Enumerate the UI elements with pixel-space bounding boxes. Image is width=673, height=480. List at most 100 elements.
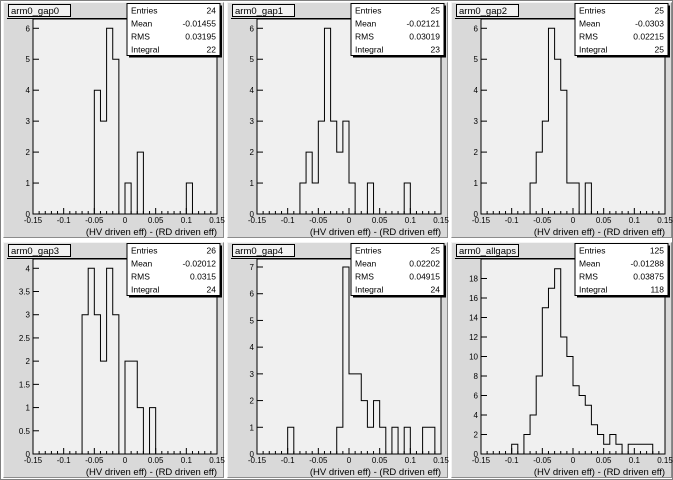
x-tick-label: -0.05 [85,456,104,465]
stats-integral-label: Integral [355,45,383,55]
x-tick-label: 0 [571,456,576,465]
x-tick-label: 0 [123,456,128,465]
x-tick-label: 0.15 [433,456,449,465]
histogram-outline [529,27,592,214]
stats-entries-label: Entries [355,6,381,16]
y-tick-label: 0 [250,210,255,219]
x-tick-label: 0.1 [405,456,417,465]
y-tick-label: 2.5 [19,334,31,343]
stats-rms-label: RMS [131,32,150,42]
histogram-title: arm0_gap4 [235,246,283,257]
y-tick-label: 6 [474,392,479,401]
stats-rms-value: 0.02215 [633,32,664,42]
y-tick-label: 6 [250,290,255,299]
histogram-outline [287,266,436,454]
x-tick-label: 0.15 [433,216,449,225]
y-tick-label: 0.5 [19,427,31,436]
panel-bevel-dark [451,242,672,478]
stats-box [126,243,221,296]
stats-integral-label: Integral [131,285,159,295]
x-tick-label: -0.05 [533,216,552,225]
y-tick-label: 14 [469,314,478,323]
x-tick-label: -0.1 [57,456,71,465]
histogram-panel: -0.15 -0.1 -0.05 0 0.05 0.1 0.15 0 2 4 6 8 10 12 14 16 1… [451,242,673,478]
x-axis-title: (HV driven eff) - (RD driven eff) [534,227,665,238]
x-tick-label: 0.15 [209,216,225,225]
y-tick-label: 6 [250,24,255,33]
x-tick-label: 0.1 [181,456,193,465]
x-tick-label: -0.1 [281,456,295,465]
title-box [8,244,71,257]
panel-bevel-light [3,242,224,478]
stats-integral-value: 24 [431,285,441,295]
x-tick-label: -0.05 [309,216,328,225]
stats-entries-value: 24 [207,6,217,16]
x-axis-title: (HV driven eff) - (RD driven eff) [310,467,441,478]
stats-integral-label: Integral [579,45,607,55]
stats-entries-value: 125 [650,246,664,256]
x-tick-label: 0.15 [657,456,673,465]
y-tick-label: 0 [474,210,479,219]
x-tick-label: -0.05 [309,456,328,465]
histogram-panel: -0.15 -0.1 -0.05 0 0.05 0.1 0.15 0 1 2 3 4 5 6 (HV dri… [3,2,225,238]
y-tick-label: 12 [469,333,478,342]
histogram-title: arm0_gap2 [459,6,507,17]
stats-rms-label: RMS [355,272,374,282]
stats-integral-label: Integral [579,285,607,295]
y-tick-label: 18 [469,275,478,284]
y-tick-label: 2 [26,357,31,366]
y-tick-label: 3 [474,117,479,126]
y-tick-label: 4 [250,343,255,352]
x-tick-label: 0.05 [148,456,164,465]
stats-mean-label: Mean [131,259,153,269]
stats-mean-value: -0.02121 [406,19,440,29]
panel-bevel-light [227,242,448,478]
y-tick-label: 1 [250,179,255,188]
y-tick-label: 2 [474,431,479,440]
title-box [8,4,71,17]
title-box [232,4,295,17]
y-tick-label: 1 [474,179,479,188]
y-tick-label: 1 [26,179,31,188]
y-tick-label: 5 [26,55,31,64]
x-tick-label: 0.05 [596,456,612,465]
x-axis-title: (HV driven eff) - (RD driven eff) [310,227,441,238]
y-tick-label: 5 [250,55,255,64]
x-tick-label: 0 [347,216,352,225]
stats-rms-label: RMS [579,32,598,42]
x-tick-label: -0.05 [85,216,104,225]
histogram-panel: -0.15 -0.1 -0.05 0 0.05 0.1 0.15 0 1 2 3 4 5 6 7 (HV dr… [227,242,449,478]
x-axis-title: (HV driven eff) - (RD driven eff) [86,467,217,478]
stats-entries-value: 26 [207,246,217,256]
stats-box [126,3,221,56]
panel-bevel-dark [227,2,448,238]
y-tick-label: 3 [250,117,255,126]
stats-integral-label: Integral [131,45,159,55]
stats-mean-value: 0.02202 [409,259,440,269]
y-tick-label: 10 [469,353,478,362]
x-tick-label: 0 [347,456,352,465]
y-tick-label: 2 [26,148,31,157]
histogram-outline [511,268,654,455]
stats-rms-value: 0.03019 [409,32,440,42]
stats-mean-value: -0.01288 [630,259,664,269]
stats-mean-label: Mean [131,19,153,29]
x-tick-label: 0.1 [629,216,641,225]
x-tick-label: 0 [571,216,576,225]
x-tick-label: 0.05 [596,216,612,225]
stats-rms-label: RMS [355,32,374,42]
x-axis-title: (HV driven eff) - (RD driven eff) [86,227,217,238]
y-tick-label: 2 [250,397,255,406]
x-tick-label: -0.15 [472,456,491,465]
panel-bevel-dark [451,2,672,238]
stats-mean-label: Mean [355,259,377,269]
x-tick-label: 0.1 [629,456,641,465]
y-tick-label: 2 [474,148,479,157]
histogram-panel: -0.15 -0.1 -0.05 0 0.05 0.1 0.15 0 1 2 3 4 5 6 (HV dri… [451,2,673,238]
x-tick-label: 0.15 [657,216,673,225]
x-tick-label: -0.15 [24,216,43,225]
histogram-title: arm0_allgaps [459,246,516,257]
x-tick-label: -0.15 [248,216,267,225]
x-tick-label: 0.1 [181,216,193,225]
